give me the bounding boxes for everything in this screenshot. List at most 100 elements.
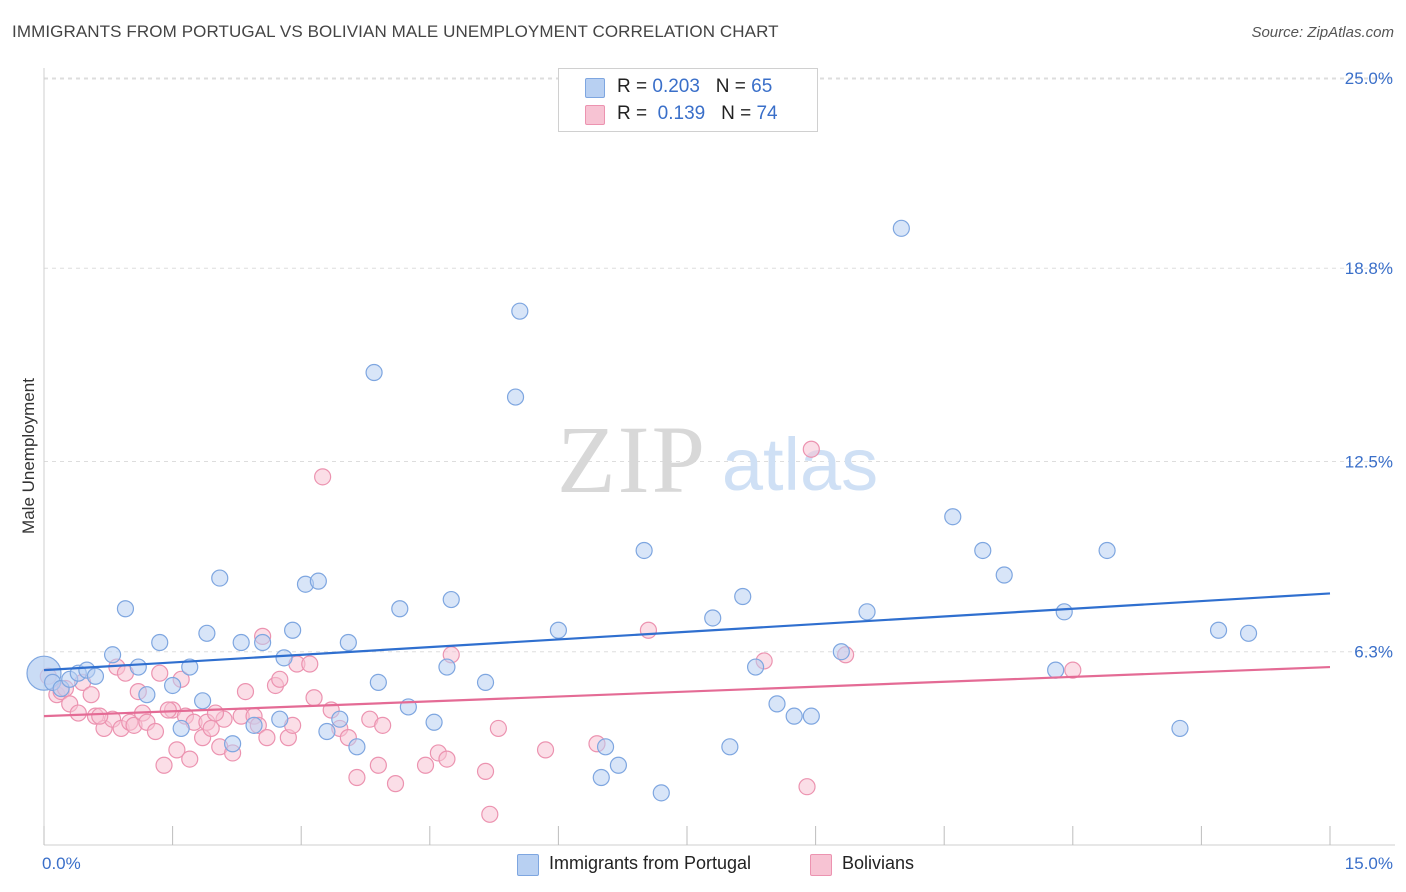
portugal-point	[116, 600, 135, 618]
bolivians-point	[536, 741, 555, 759]
portugal-point	[245, 716, 263, 734]
portugal-point	[652, 784, 670, 802]
portugal-point	[635, 541, 653, 560]
bolivians-point	[314, 468, 332, 486]
bolivians-point	[91, 707, 109, 725]
portugal-point	[198, 624, 216, 642]
portugal-point	[768, 695, 786, 713]
bolivians-point	[155, 756, 173, 774]
portugal-point	[365, 363, 383, 382]
portugal-points	[26, 219, 1258, 802]
portugal-point	[704, 609, 722, 627]
bolivians-point	[258, 729, 276, 747]
portugal-point	[785, 707, 803, 725]
portugal-point	[348, 738, 366, 756]
legend-r-label: R =	[617, 103, 648, 124]
portugal-point	[476, 673, 495, 691]
bolivians-point	[151, 664, 169, 682]
x-tick-label-max: 15.0%	[1345, 854, 1393, 873]
bolivians-point	[305, 689, 323, 707]
legend-n-label: N =	[715, 76, 746, 97]
bolivians-point	[206, 704, 225, 722]
correlation-legend: R = 0.203 N = 65 R = 0.139 N = 74	[558, 68, 818, 132]
portugal-point	[721, 738, 739, 756]
y-tick-label: 12.5%	[1345, 453, 1393, 472]
bolivians-point	[802, 440, 820, 458]
portugal-point	[1098, 541, 1116, 560]
bolivians-point	[159, 701, 177, 719]
legend-n-value: 74	[756, 103, 778, 124]
bolivians-point	[416, 756, 435, 774]
legend-r-value: 0.139	[657, 103, 706, 124]
portugal-point	[734, 587, 752, 606]
portugal-point	[369, 673, 387, 691]
legend-n-label: N =	[721, 103, 752, 124]
source-label: Source: ZipAtlas.com	[1251, 24, 1394, 41]
portugal-point	[802, 707, 820, 725]
bolivians-trend-line	[43, 665, 1331, 718]
portugal-point	[549, 621, 568, 639]
legend-r-value: 0.203	[652, 76, 700, 97]
portugal-point	[151, 633, 169, 652]
bolivians-point	[236, 682, 255, 701]
portugal-point	[138, 686, 156, 704]
portugal-point	[172, 719, 190, 738]
bolivians-point	[639, 621, 658, 639]
portugal-point	[609, 756, 628, 774]
y-tick-label: 25.0%	[1345, 69, 1393, 88]
portugal-point	[506, 388, 525, 406]
gridlines	[44, 77, 1395, 653]
legend-swatch-portugal	[585, 78, 605, 98]
portugal-point	[86, 667, 105, 685]
bottom-legend-swatch-bolivians	[810, 854, 832, 876]
portugal-point	[944, 508, 962, 526]
portugal-point	[974, 541, 992, 560]
portugal-point	[592, 768, 610, 787]
trend-lines	[43, 592, 1331, 718]
bolivians-point	[82, 686, 100, 704]
portugal-point	[339, 633, 357, 652]
bolivians-point	[798, 778, 816, 796]
portugal-point	[271, 710, 289, 728]
bottom-legend-label-bolivians: Bolivians	[842, 853, 915, 873]
portugal-point	[1055, 603, 1073, 621]
portugal-point	[181, 658, 199, 676]
portugal-point	[331, 710, 349, 728]
portugal-point	[232, 633, 250, 652]
portugal-point	[211, 569, 229, 587]
portugal-point	[224, 735, 242, 753]
watermark: ZIP atlas	[557, 406, 878, 513]
bolivians-point	[271, 670, 289, 688]
bottom-legend-label-portugal: Immigrants from Portugal	[549, 853, 752, 873]
portugal-point	[995, 566, 1013, 584]
watermark-atlas: atlas	[722, 423, 878, 506]
bolivians-point	[301, 655, 319, 673]
legend-n-value: 65	[751, 76, 773, 97]
portugal-point	[1171, 719, 1189, 738]
axes	[43, 68, 1395, 846]
legend-r-label: R =	[617, 76, 648, 97]
x-tick-label-min: 0.0%	[42, 854, 81, 873]
portugal-point	[892, 219, 910, 237]
portugal-point	[103, 646, 122, 664]
bolivians-point	[481, 805, 499, 823]
portugal-point	[442, 590, 460, 609]
portugal-trend-line	[43, 592, 1331, 672]
bolivians-point	[369, 756, 387, 774]
portugal-point	[832, 643, 850, 661]
portugal-point	[309, 572, 327, 590]
bottom-legend-swatch-portugal	[517, 854, 539, 876]
bolivians-point	[489, 719, 507, 738]
portugal-point	[746, 658, 765, 676]
bolivians-point	[374, 716, 392, 734]
bolivians-point	[438, 750, 456, 768]
watermark-zip: ZIP	[557, 406, 707, 513]
portugal-point	[275, 649, 293, 667]
portugal-point	[284, 621, 302, 639]
bolivians-point	[168, 741, 186, 759]
portugal-point	[1209, 621, 1228, 639]
bolivians-point	[348, 768, 366, 787]
portugal-point	[511, 302, 529, 320]
portugal-point	[438, 658, 456, 676]
